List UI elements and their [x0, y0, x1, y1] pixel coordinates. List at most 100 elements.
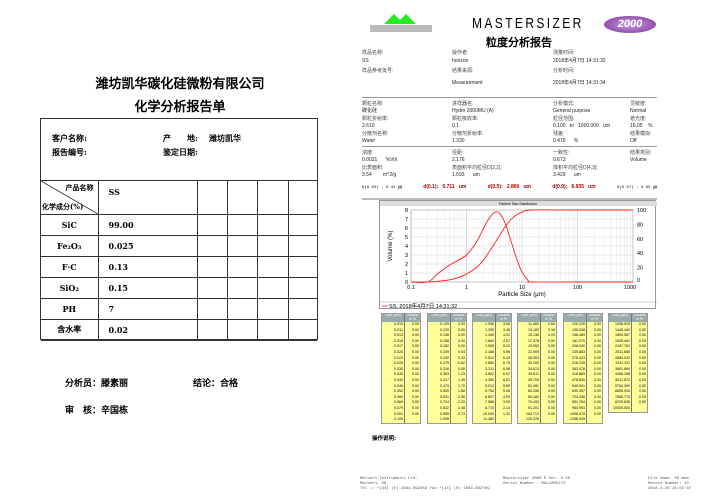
x-tick-label: 1	[465, 285, 468, 291]
volume-cell	[541, 417, 556, 423]
size-cell: 13.183	[518, 327, 541, 334]
psd-table-block: Size (μm) Volume In % 0.010 0.00 0.011 0.00 0.…	[381, 313, 421, 424]
table-header: Size (μm) Volume In %	[428, 314, 466, 322]
percentile-row: D(0.03) : 0.41 ㎛ d(0.1): 0.711 um d(0.5)…	[362, 184, 657, 190]
divider	[362, 146, 657, 147]
d05-value: d(0.5): 2.860 um	[487, 184, 532, 190]
table-row: 2511.886 0.00	[609, 349, 647, 356]
footer-phone: Tel := +[44] (0) 1684-892456 Fax +[44] (…	[360, 487, 490, 491]
component-name: SiC	[41, 213, 99, 236]
size-cell: 120.226	[518, 417, 541, 423]
component-name: Fe₂O₃	[41, 234, 99, 257]
size-cell: 0.240	[428, 355, 451, 362]
volume-cell: 0.00	[594, 322, 601, 326]
volume-cell: 0.00	[458, 344, 465, 349]
analyst: 分析员：滕素丽	[65, 379, 129, 389]
volume-cell	[496, 417, 511, 423]
table-row: 3801.894 0.00	[609, 366, 647, 373]
volume-cell: 0.00	[639, 338, 646, 343]
emulation-label: 结果模拟:	[630, 131, 652, 137]
psd-table-block: Size (μm) Volume In % 120.226 0.00 138.038 0.…	[563, 313, 603, 424]
volume-cell: 0.16	[548, 327, 555, 332]
footer-location: Malvern, UK	[360, 482, 387, 486]
size-cell: 8.710	[473, 405, 496, 412]
model-value: General purpose	[553, 107, 591, 114]
table-row: 363.078 0.00	[564, 366, 602, 373]
size-cell: 6.607	[473, 394, 496, 401]
volume-cell: 0.00	[639, 394, 646, 399]
residual-value: 0.470 %	[553, 137, 579, 144]
volume-header: Volume In %	[452, 314, 465, 321]
size-header: Size (μm)	[609, 314, 632, 322]
volume-cell: 0.00	[639, 383, 646, 388]
table-row: 316.228 0.00	[564, 361, 602, 367]
table-row: 0.060 0.00	[382, 394, 420, 401]
volume-cell: 0.00	[639, 344, 646, 349]
volume-cell: 1.49	[458, 377, 465, 382]
table-row: 52.481 0.00	[518, 383, 556, 390]
volume-cell: 0.00	[412, 377, 419, 382]
product-row: 产品名称 化学成分(%) SS	[41, 181, 317, 215]
table-row: 8.710 2.14	[473, 405, 511, 412]
volume-cell: 0.00	[458, 327, 465, 332]
y2-tick-label: 20	[637, 266, 643, 272]
table-row: 1905.461 0.00	[609, 338, 647, 345]
volume-cell: 0.62	[458, 361, 465, 366]
size-cell: 0.275	[428, 361, 451, 367]
size-cell: 1096.478	[564, 411, 587, 418]
sample-name-value: SS	[362, 58, 369, 64]
volume-cell: 0.00	[412, 383, 419, 388]
volume-cell: 0.00	[412, 327, 419, 332]
table-row: 0.182 0.00	[428, 344, 466, 350]
volume-cell: 1.31	[503, 411, 510, 416]
volume-header: Volume In %	[633, 314, 646, 321]
table-row: 0.724 2.25	[428, 400, 466, 406]
size-cell: 181.970	[564, 338, 587, 345]
psd-table-block: Size (μm) Volume In % 11.482 0.60 13.183 0.16…	[517, 313, 557, 424]
sample-ref-label: 样品参考批号:	[362, 68, 394, 74]
divider	[362, 198, 657, 200]
size-header: Size (μm)	[428, 314, 451, 322]
volume-cell: 1.23	[458, 372, 465, 377]
composition-row: Fe₂O₃ 0.025	[41, 234, 317, 257]
particle-name-label: 颗粒名称:	[362, 101, 384, 107]
size-cell: 0.832	[428, 405, 451, 412]
y-tick-label: 4	[405, 244, 408, 250]
source-label: 结果来源:	[452, 68, 474, 74]
volume-cell: 0.00	[412, 355, 419, 360]
size-cell: 0.020	[382, 349, 405, 356]
volume-cell: 4.01	[503, 333, 510, 338]
diagonal-header-cell: 产品名称 化学成分(%)	[41, 181, 99, 215]
size-cell: 3.802	[473, 372, 496, 378]
table-row: 5.754 5.05	[473, 389, 511, 395]
volume-cell: 3.45	[503, 327, 510, 332]
volume-cell: 1.88	[458, 389, 465, 394]
table-row: 0.209 0.04	[428, 349, 466, 356]
table-row: 2884.032 0.00	[609, 355, 647, 362]
chemical-analysis-table: 客户名称: 产 地: 潍坊凯华 报告编号: 鉴定日期: 产品名称 化学成分(%)…	[40, 118, 318, 341]
size-cell: 19.953	[518, 344, 541, 350]
footer-company: Malvern Instruments Ltd.	[360, 477, 418, 481]
table-row: 0.040 0.00	[382, 377, 420, 384]
table-row: 0.015 0.00	[382, 338, 420, 345]
volume-cell: 0.00	[412, 344, 419, 349]
table-row: 45.709 0.00	[518, 377, 556, 384]
y2-tick-label: 80	[637, 222, 643, 228]
size-cell: 0.724	[428, 400, 451, 406]
table-row: 0.010 0.00	[382, 322, 420, 328]
composition-table: 产品名称 化学成分(%) SS SiC 99.00 Fe₂O₃ 0.025 F·C 0.1…	[41, 181, 317, 341]
absorption-label: 颗粒吸收率:	[452, 116, 479, 122]
footer-file: File name: SS.mea	[648, 477, 689, 481]
volume-cell: 2.06	[458, 394, 465, 399]
volume-cell	[587, 417, 602, 423]
table-row: 239.883 0.00	[564, 349, 602, 356]
table-row: 69.183 0.00	[518, 394, 556, 401]
size-cell: 0.060	[382, 394, 405, 401]
table-row: 7585.776 0.00	[609, 394, 647, 401]
y-axis-label: Volume (%)	[388, 230, 394, 261]
d43-value: 3.429 um	[553, 171, 581, 178]
operator-label: 操作者:	[452, 50, 469, 56]
psd-table-block: Size (μm) Volume In % 0.105 0.00 0.120 0.00 0.…	[427, 313, 467, 424]
volume-cell: 0.00	[639, 389, 646, 394]
volume-cell: 1.70	[458, 383, 465, 388]
